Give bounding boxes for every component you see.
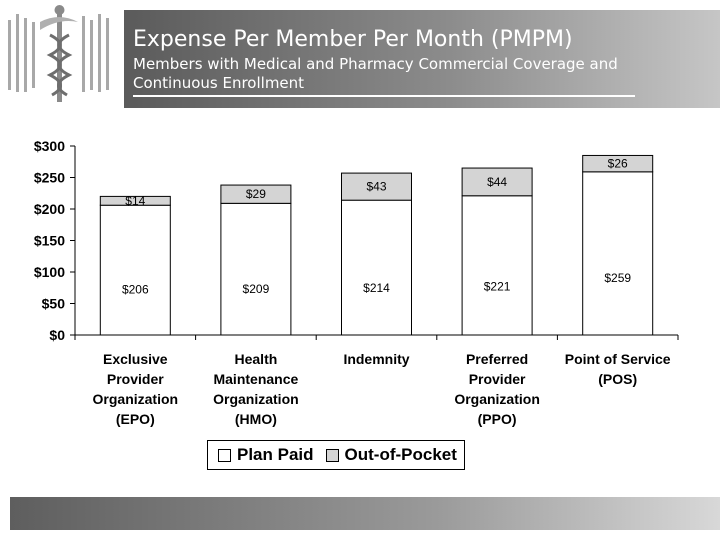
bar-segment-out-of-pocket [341, 172, 412, 201]
category-label: Provider [469, 371, 526, 387]
data-label-plan-paid: $259 [604, 271, 631, 285]
legend-item-out-of-pocket: Out-of-Pocket [325, 445, 457, 465]
stacked-bar-chart: $0 $50 $100 $150 $200 $250 $300 $206 $14 Exclusiv… [34, 138, 679, 427]
caduceus-logo [0, 0, 124, 108]
y-tick-label: $250 [34, 170, 65, 186]
category-label: Organization [213, 391, 299, 407]
page-title: Expense Per Member Per Month (PMPM) [133, 27, 573, 52]
y-tick-label: $100 [34, 264, 65, 280]
category-label: Point of Service [565, 351, 671, 367]
data-label-out-of-pocket: $29 [246, 187, 266, 201]
data-label-out-of-pocket: $44 [487, 175, 507, 189]
category-label: Maintenance [213, 371, 298, 387]
legend-label-plan-paid: Plan Paid [237, 445, 314, 464]
bar-segment-plan-paid [220, 202, 292, 336]
y-tick-label: $300 [34, 138, 65, 154]
y-tick-label: $150 [34, 233, 65, 249]
y-tick-label: $50 [42, 296, 66, 312]
bar-segment-out-of-pocket [582, 154, 654, 173]
category-label: Exclusive [103, 351, 168, 367]
category-label: (POS) [598, 371, 637, 387]
bar-segment-plan-paid [461, 195, 533, 336]
data-label-plan-paid: $214 [363, 281, 390, 295]
bar-segment-plan-paid [582, 171, 654, 336]
data-label-out-of-pocket: $26 [608, 157, 628, 171]
data-label-plan-paid: $221 [484, 279, 511, 293]
category-label: Health [235, 351, 278, 367]
chart-legend: Plan Paid Out-of-Pocket [207, 440, 465, 470]
legend-label-out-of-pocket: Out-of-Pocket [344, 445, 457, 464]
y-tick-label: $0 [49, 327, 65, 343]
bar-segment-plan-paid [341, 199, 412, 336]
legend-item-plan-paid: Plan Paid [218, 445, 314, 465]
bar-segment-plan-paid [99, 204, 171, 336]
data-label-out-of-pocket: $14 [125, 194, 145, 208]
title-banner [120, 10, 720, 108]
bar-segment-out-of-pocket [99, 195, 171, 206]
page-subtitle: Members with Medical and Pharmacy Commer… [133, 55, 618, 92]
category-label: Organization [454, 391, 540, 407]
category-label: Organization [93, 391, 179, 407]
category-label: Indemnity [343, 351, 409, 367]
category-label: (HMO) [235, 411, 277, 427]
data-label-plan-paid: $209 [243, 282, 270, 296]
bar-segment-out-of-pocket [461, 167, 533, 197]
category-label: Preferred [466, 351, 528, 367]
footer-band [10, 497, 720, 530]
bar-segment-out-of-pocket [220, 184, 292, 204]
category-label: (EPO) [116, 411, 155, 427]
data-label-out-of-pocket: $43 [366, 180, 386, 194]
category-label: (PPO) [478, 411, 517, 427]
legend-swatch-out-of-pocket [325, 448, 339, 462]
data-label-plan-paid: $206 [122, 283, 149, 297]
category-label: Provider [107, 371, 164, 387]
title-underline [133, 95, 635, 97]
legend-swatch-plan-paid [218, 448, 231, 462]
y-tick-label: $200 [34, 201, 65, 217]
